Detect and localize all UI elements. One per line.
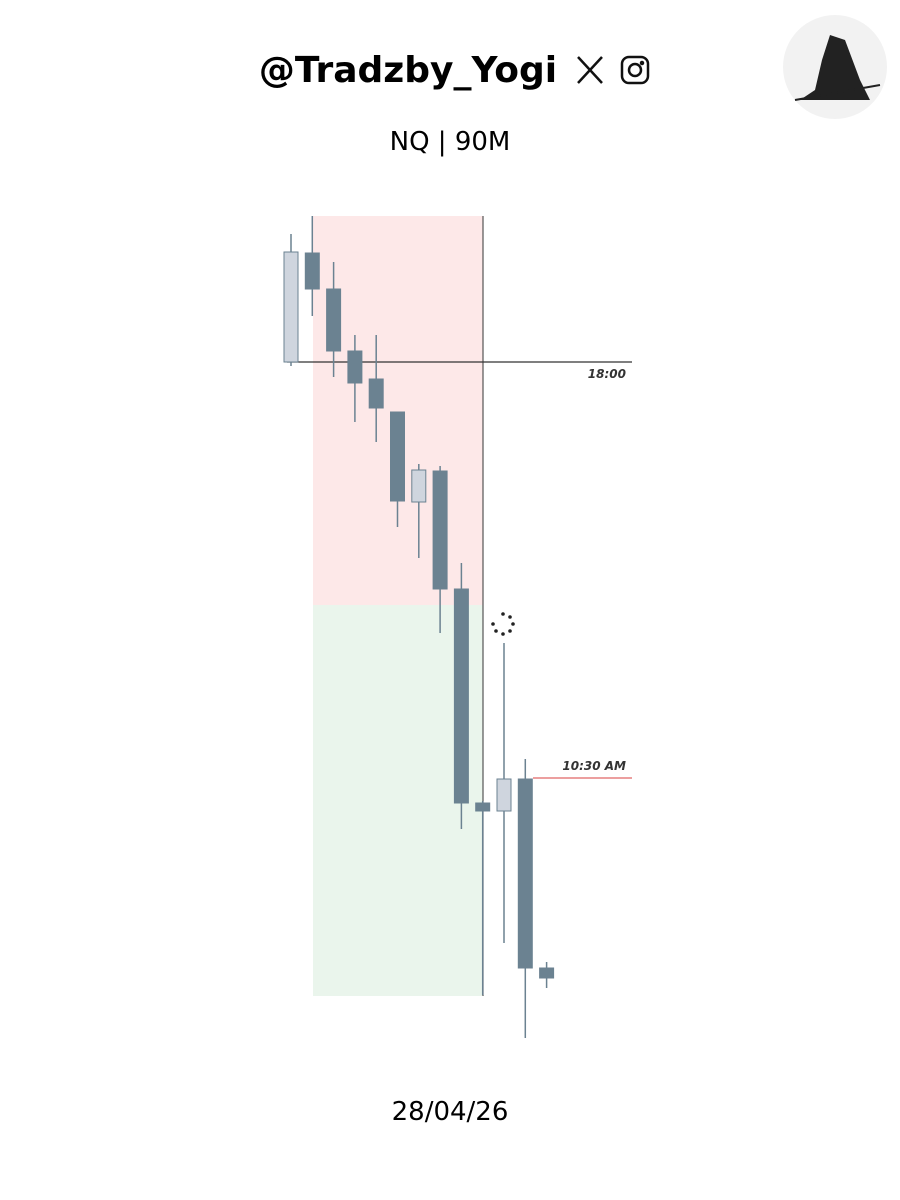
level-label: 18:00 xyxy=(588,367,626,381)
avatar xyxy=(783,15,887,119)
zone xyxy=(313,216,483,605)
candle-body xyxy=(390,411,405,502)
candle-body xyxy=(496,778,512,812)
candle-body xyxy=(432,470,448,590)
chart-title: @Tradzby_Yogi xyxy=(259,50,557,91)
candle-body xyxy=(283,251,299,363)
candle-body xyxy=(304,252,320,290)
candle-body xyxy=(368,378,384,409)
x-icon xyxy=(577,56,603,84)
candle-body xyxy=(475,802,491,812)
candle-body xyxy=(326,288,342,352)
candle-body xyxy=(347,350,363,384)
spinner xyxy=(491,612,515,636)
instagram-icon xyxy=(620,55,650,85)
candle-body xyxy=(411,469,427,503)
date-label: 28/04/26 xyxy=(392,1097,509,1127)
level-label: 10:30 AM xyxy=(562,759,626,773)
candle-body xyxy=(539,967,555,979)
candle-body xyxy=(517,778,533,969)
chart-subtitle: NQ | 90M xyxy=(390,127,511,157)
candle-body xyxy=(453,588,469,804)
